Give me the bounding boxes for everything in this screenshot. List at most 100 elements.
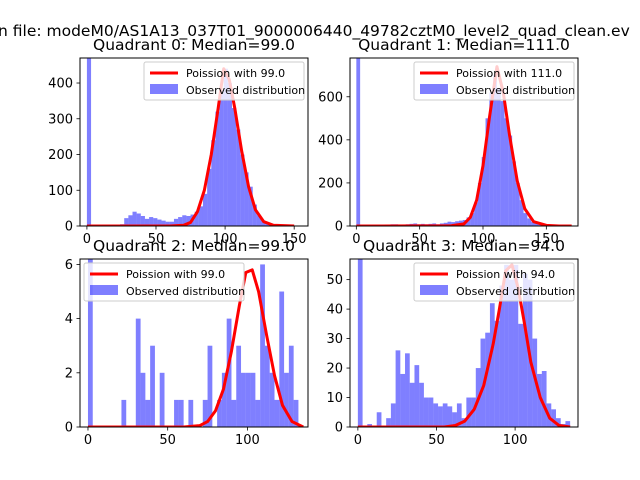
histogram-bar: [202, 399, 208, 427]
x-tick-label: 50: [428, 433, 445, 448]
axes-frame: [79, 258, 309, 428]
axes-frame: [349, 57, 579, 227]
histogram-bar: [255, 399, 261, 427]
histogram-bar: [447, 406, 453, 427]
histogram-bar: [419, 382, 424, 427]
legend-label-model: Poission with 99.0: [186, 67, 285, 80]
axes-frame: [79, 57, 309, 227]
histogram-bar: [485, 332, 490, 427]
legend: Poission with 99.0 Observed distribution: [143, 61, 305, 101]
histogram-bar: [489, 92, 494, 226]
legend-label-hist: Observed distribution: [456, 84, 575, 97]
histogram-bar: [508, 135, 513, 226]
x-tick-label: 0: [84, 433, 92, 448]
histogram-bar: [161, 220, 166, 226]
histogram-bar: [466, 217, 471, 226]
y-tick-label: 6: [65, 258, 73, 273]
histogram-bar: [174, 399, 179, 427]
y-tick-label: 300: [48, 112, 73, 127]
histogram-bar: [202, 193, 208, 226]
histogram-bar: [357, 259, 363, 427]
chart-title: Quadrant 3: Median=94.0: [363, 237, 565, 255]
histogram-bar: [390, 403, 396, 427]
histogram-bar: [414, 365, 420, 427]
y-tick-label: 0: [335, 421, 343, 436]
x-tick-label: 0: [83, 232, 91, 247]
legend: Poission with 111.0 Observed distribution: [413, 61, 575, 101]
histogram-bar: [555, 418, 561, 427]
histogram-bar: [452, 412, 457, 427]
histogram-bar: [86, 58, 92, 226]
chart-plot-area: [357, 259, 571, 427]
chart-plot-area: [86, 58, 295, 226]
legend-box: [413, 61, 575, 101]
histogram-bar: [532, 338, 538, 427]
x-tick-label: 0: [354, 433, 362, 448]
histogram-bar: [223, 68, 228, 226]
y-tick-label: 400: [318, 133, 343, 148]
y-tick-label: 20: [326, 362, 343, 377]
x-tick-label: 50: [148, 232, 165, 247]
histogram-bar: [288, 345, 294, 427]
chart-title: Quadrant 1: Median=111.0: [358, 36, 570, 54]
y-tick-label: 0: [65, 421, 73, 436]
chart-panel-2: 0 50 100 0 2 4 6 Quadrant 2: Median=99.0 Poissio…: [65, 237, 309, 448]
histogram-bar: [188, 399, 194, 427]
histogram-bar: [173, 218, 179, 226]
histogram-bar: [236, 129, 241, 226]
chart-panel-3: 0 50 100 0 10 20 30 40 50 Quadrant 3: Median=94.0…: [326, 237, 579, 448]
histogram-bar: [159, 372, 165, 427]
histogram-bar: [409, 382, 415, 427]
chart-title: Quadrant 0: Median=99.0: [93, 36, 295, 54]
y-tick-label: 200: [318, 176, 343, 191]
histogram-bar: [508, 279, 514, 427]
legend-hist-swatch: [420, 285, 448, 295]
histogram-bar: [121, 399, 127, 427]
histogram-bar: [194, 211, 199, 226]
histogram-bar: [466, 397, 472, 427]
legend-label-model: Poission with 111.0: [456, 67, 562, 80]
histogram-bar: [494, 320, 500, 427]
y-tick-label: 10: [326, 391, 343, 406]
y-tick-label: 0: [335, 220, 343, 235]
histogram-bar: [140, 215, 145, 226]
histogram-bar: [207, 345, 213, 427]
histogram-bar: [149, 217, 154, 226]
histogram-bar: [531, 221, 535, 226]
y-tick-label: 50: [326, 273, 343, 288]
histogram-bar: [264, 345, 270, 427]
histogram-bar: [481, 157, 486, 226]
legend-label-model: Poission with 94.0: [456, 268, 555, 281]
histogram-bar: [433, 403, 439, 427]
histogram-bar: [522, 273, 528, 427]
histogram-bar: [376, 412, 382, 427]
x-tick-label: 0: [352, 232, 360, 247]
histogram-bar: [217, 399, 222, 427]
histogram-bar: [386, 418, 391, 427]
legend-label-hist: Observed distribution: [126, 285, 245, 298]
histogram-bar: [400, 373, 406, 427]
histogram-bar: [221, 372, 227, 427]
histogram-bar: [153, 218, 158, 226]
histogram-bar: [260, 264, 265, 427]
histogram-bar: [261, 220, 266, 226]
histogram-bar: [274, 399, 280, 427]
y-tick-label: 400: [48, 77, 73, 92]
histogram-bar: [226, 318, 232, 427]
y-tick-label: 0: [65, 220, 73, 235]
histogram-bar: [512, 161, 516, 226]
histogram-bar: [178, 217, 183, 226]
histogram-bar: [474, 202, 478, 226]
histogram-bar: [87, 259, 93, 427]
histogram-bar: [244, 172, 249, 226]
chart-title: Quadrant 2: Median=99.0: [93, 237, 295, 255]
histogram-bar: [178, 399, 184, 427]
histogram-bar: [232, 108, 237, 226]
axes-frame: [349, 258, 579, 428]
x-tick-label: 100: [213, 232, 238, 247]
x-tick-label: 50: [411, 232, 428, 247]
histogram-bar: [165, 221, 170, 226]
histogram-bar: [493, 75, 497, 226]
histogram-bar: [537, 373, 542, 427]
histogram-bar: [145, 399, 151, 427]
